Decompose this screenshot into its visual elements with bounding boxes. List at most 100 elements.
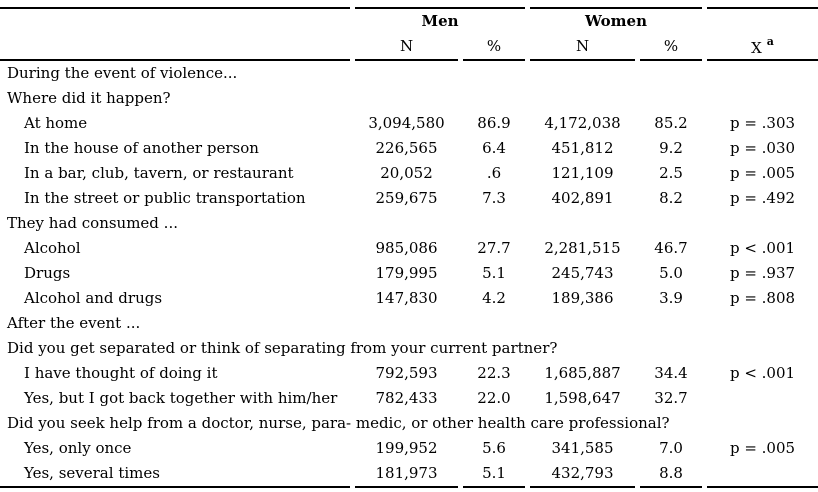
table-row-item: I have thought of doing it 792,593 22.3 …	[0, 361, 818, 386]
men-n-value: 3,094,580	[368, 114, 445, 132]
women-pct-value: 34.4	[654, 364, 688, 382]
table-row-item: Yes, but I got back together with him/he…	[0, 386, 818, 411]
table-row-item: Alcohol and drugs 147,830 4.2 189,386 3.…	[0, 286, 818, 311]
men-pct-value: .6	[486, 164, 502, 182]
men-n-value: 179,995	[375, 264, 438, 282]
p-value: p = .030	[729, 139, 796, 157]
section-label: Did you seek help from a doctor, nurse, …	[7, 414, 670, 432]
men-n-value: 226,565	[375, 139, 438, 157]
men-n-header: N	[355, 34, 458, 61]
women-pct-value: 2.5	[659, 164, 683, 182]
p-value: p = .808	[729, 289, 796, 307]
table-row-section: Where did it happen?	[0, 86, 818, 111]
women-pct-value: 7.0	[659, 439, 683, 457]
p-value: p = .005	[729, 164, 796, 182]
women-n-header: N	[530, 34, 635, 61]
table-row-item: Yes, several times 181,973 5.1 432,793 8…	[0, 461, 818, 488]
header-empty-cell	[707, 7, 818, 34]
men-pct-value: 22.3	[477, 364, 511, 382]
men-n-value: 181,973	[355, 461, 458, 488]
women-pct-value: 8.8	[640, 461, 703, 488]
women-pct-value: 5.0	[659, 264, 683, 282]
women-n-value: 451,812	[551, 139, 614, 157]
table-row-section: Did you get separated or think of separa…	[0, 336, 818, 361]
row-label: Drugs	[24, 264, 71, 282]
table-row-item: In a bar, club, tavern, or restaurant 20…	[0, 161, 818, 186]
row-label: Yes, but I got back together with him/he…	[24, 389, 338, 407]
men-n-value: 782,433	[375, 389, 438, 407]
p-value: p = .005	[729, 439, 796, 457]
women-pct-header: %	[640, 34, 703, 61]
row-label: In the street or public transportation	[24, 189, 306, 207]
header-empty-cell	[0, 34, 350, 61]
table-row-section: They had consumed ...	[0, 211, 818, 236]
men-pct-value: 4.2	[482, 289, 506, 307]
p-value: p = .303	[729, 114, 796, 132]
men-pct-header: %	[463, 34, 525, 61]
men-n-value: 20,052	[380, 164, 433, 182]
women-n-value: 245,743	[551, 264, 614, 282]
p-value: p < .001	[729, 364, 796, 382]
women-n-value: 1,685,887	[544, 364, 621, 382]
p-value: p < .001	[729, 239, 796, 257]
men-pct-value: 5.1	[482, 264, 506, 282]
women-group-header: Women	[530, 7, 703, 34]
row-label: Yes, several times	[0, 461, 350, 488]
women-pct-value: 3.9	[659, 289, 683, 307]
table-row-section: During the event of violence...	[0, 61, 818, 86]
women-pct-value: 8.2	[659, 189, 683, 207]
row-label: Alcohol and drugs	[24, 289, 163, 307]
women-n-value: 402,891	[551, 189, 614, 207]
women-n-value: 1,598,647	[544, 389, 621, 407]
table-row-item: Yes, only once 199,952 5.6 341,585 7.0 p…	[0, 436, 818, 461]
row-label: In a bar, club, tavern, or restaurant	[24, 164, 294, 182]
men-pct-value: 5.6	[482, 439, 506, 457]
p-value: p = .492	[729, 189, 796, 207]
section-label: During the event of violence...	[7, 64, 238, 82]
men-n-value: 985,086	[375, 239, 438, 257]
section-label: They had consumed ...	[7, 214, 178, 232]
men-n-value: 792,593	[375, 364, 438, 382]
header-empty-cell	[0, 7, 350, 34]
women-n-value: 341,585	[551, 439, 614, 457]
women-n-value: 189,386	[551, 289, 614, 307]
men-pct-value: 27.7	[477, 239, 511, 257]
women-pct-value: 32.7	[654, 389, 688, 407]
section-label: Where did it happen?	[7, 89, 171, 107]
section-label: After the event ...	[7, 314, 141, 332]
men-pct-value: 6.4	[482, 139, 506, 157]
row-label: At home	[24, 114, 88, 132]
men-n-value: 259,675	[375, 189, 438, 207]
women-pct-value: 46.7	[654, 239, 688, 257]
section-label: Did you get separated or think of separa…	[7, 339, 558, 357]
p-value	[707, 461, 818, 488]
table-row-item: Drugs 179,995 5.1 245,743 5.0 p = .937	[0, 261, 818, 286]
men-n-value: 147,830	[375, 289, 438, 307]
women-n-value: 121,109	[551, 164, 614, 182]
p-value: p = .937	[729, 264, 796, 282]
table-row-item: In the house of another person 226,565 6…	[0, 136, 818, 161]
women-pct-value: 85.2	[654, 114, 688, 132]
men-pct-value: 7.3	[482, 189, 506, 207]
row-label: In the house of another person	[24, 139, 259, 157]
women-pct-value: 9.2	[659, 139, 683, 157]
table-row-item: In the street or public transportation 2…	[0, 186, 818, 211]
table-row-section: After the event ...	[0, 311, 818, 336]
women-n-value: 432,793	[530, 461, 635, 488]
women-n-value: 4,172,038	[544, 114, 621, 132]
table-row-section: Did you seek help from a doctor, nurse, …	[0, 411, 818, 436]
men-pct-value: 5.1	[463, 461, 525, 488]
men-pct-value: 86.9	[477, 114, 511, 132]
row-label: Alcohol	[24, 239, 81, 257]
footnote-marker-a: a	[766, 34, 774, 48]
table-row-item: Alcohol 985,086 27.7 2,281,515 46.7 p < …	[0, 236, 818, 261]
women-n-value: 2,281,515	[544, 239, 621, 257]
row-label: I have thought of doing it	[24, 364, 218, 382]
p-value	[707, 386, 818, 411]
men-n-value: 199,952	[375, 439, 438, 457]
chi-square-symbol: X	[751, 38, 762, 57]
